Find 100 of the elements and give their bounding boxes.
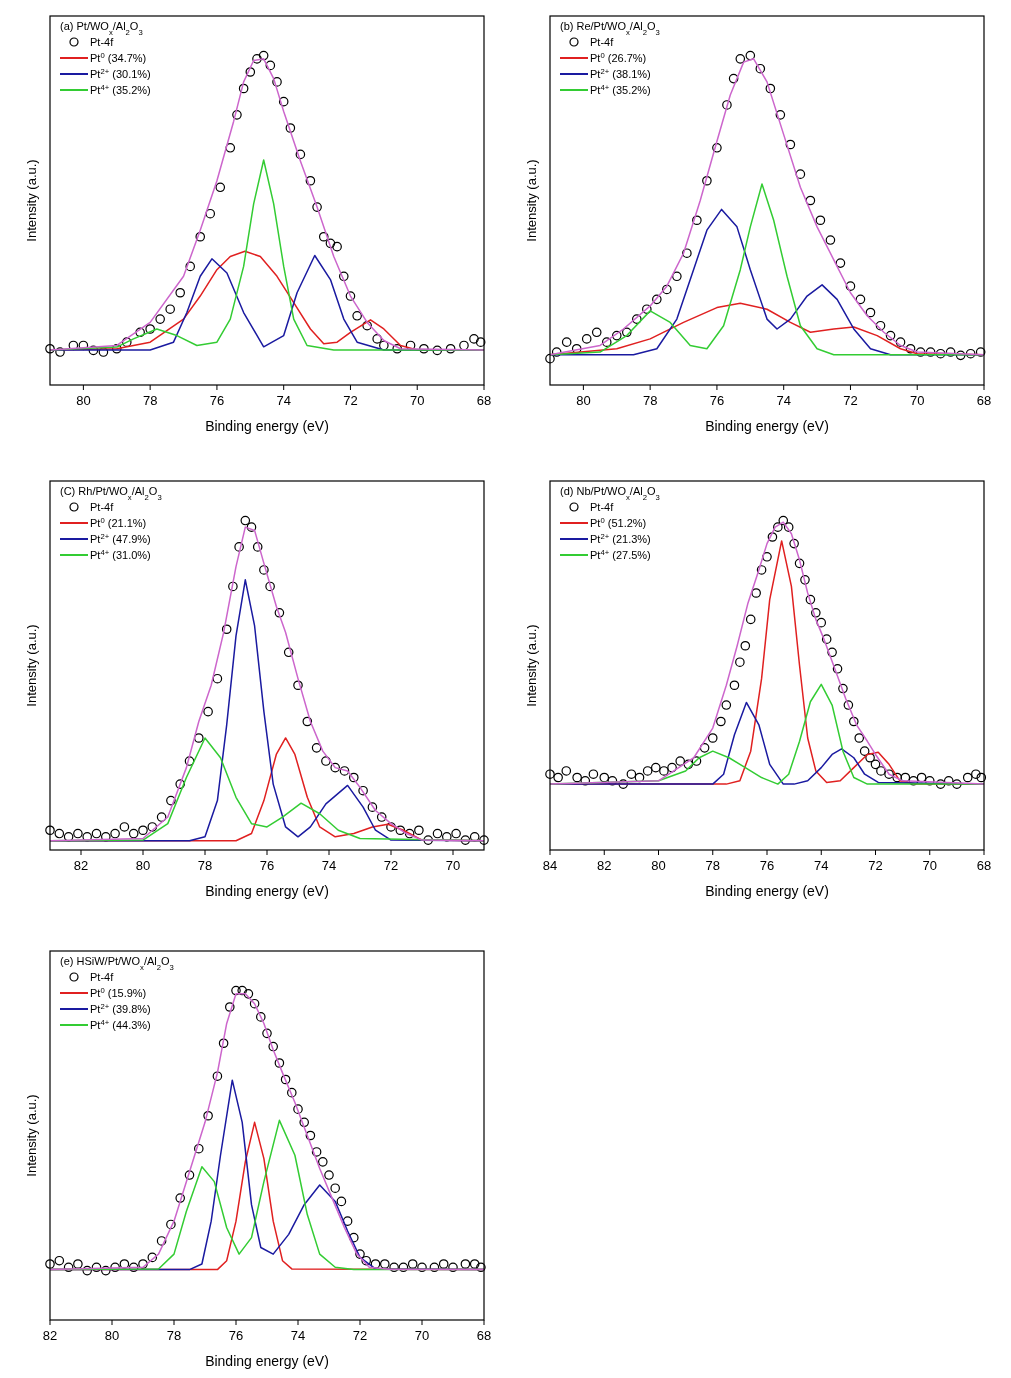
point xyxy=(82,1265,92,1276)
point xyxy=(423,835,433,845)
x-tick-label: 76 xyxy=(259,858,275,873)
point xyxy=(184,756,195,766)
point xyxy=(119,1259,130,1269)
point xyxy=(775,110,786,120)
chart-title: (C) Rh/Pt/WO$_{x}$/Al$_{2}$O$_{3}$ xyxy=(60,485,162,502)
x-tick-label: 78 xyxy=(166,1328,182,1343)
point xyxy=(825,235,836,245)
point xyxy=(155,314,165,324)
point xyxy=(475,337,486,347)
point xyxy=(278,96,289,107)
x-tick-label: 76 xyxy=(228,1328,244,1343)
point xyxy=(339,766,350,776)
point xyxy=(203,1110,213,1121)
point xyxy=(362,320,372,331)
point xyxy=(885,330,896,341)
point xyxy=(662,284,672,295)
point xyxy=(429,1262,440,1273)
point xyxy=(228,581,238,592)
point xyxy=(138,825,148,836)
point xyxy=(194,733,204,743)
point xyxy=(283,647,294,658)
point xyxy=(469,334,479,344)
point xyxy=(955,350,966,361)
point xyxy=(225,142,236,153)
point xyxy=(755,63,766,74)
chart-title: (a) Pt/WO$_{x}$/Al$_{2}$O$_{3}$ xyxy=(60,20,143,37)
point xyxy=(272,77,282,87)
y-axis-title: Intensity (a.u.) xyxy=(24,624,39,707)
point xyxy=(398,1262,409,1273)
point xyxy=(965,348,976,359)
point xyxy=(295,149,306,160)
point xyxy=(215,182,226,193)
point xyxy=(367,802,378,812)
y-axis-title: Intensity (a.u.) xyxy=(524,624,539,707)
point xyxy=(358,785,368,796)
point xyxy=(262,1028,272,1039)
point xyxy=(591,327,602,338)
point xyxy=(195,231,206,242)
point xyxy=(642,304,652,315)
point xyxy=(111,343,122,354)
x-tick-label: 72 xyxy=(383,858,399,873)
legend-label: Pt$^{0}$ (34.7%) xyxy=(90,50,147,64)
point xyxy=(184,1170,195,1180)
point xyxy=(460,835,471,845)
point xyxy=(702,175,712,186)
point xyxy=(895,337,906,347)
point xyxy=(432,828,443,839)
point xyxy=(835,258,846,268)
point xyxy=(240,515,251,526)
point xyxy=(318,1157,328,1167)
point xyxy=(249,998,260,1009)
point xyxy=(372,334,382,344)
point xyxy=(311,743,322,753)
x-tick-label: 74 xyxy=(290,1328,306,1343)
x-tick-label: 68 xyxy=(976,393,992,408)
y-axis-title: Intensity (a.u.) xyxy=(24,159,39,242)
point xyxy=(299,1117,309,1128)
point xyxy=(175,1193,185,1203)
legend-label: Pt$^{2+}$ (30.1%) xyxy=(90,66,151,80)
point xyxy=(147,1252,158,1263)
legend-label: Pt-4f xyxy=(590,501,615,513)
point xyxy=(245,67,256,77)
point xyxy=(225,1002,235,1012)
point xyxy=(234,542,244,552)
point xyxy=(905,343,916,354)
point xyxy=(581,334,592,344)
chart-title: (d) Nb/Pt/WO$_{x}$/Al$_{2}$O$_{3}$ xyxy=(560,485,660,502)
point xyxy=(243,989,254,999)
point xyxy=(652,294,662,305)
y-axis-title: Intensity (a.u.) xyxy=(524,159,539,242)
point xyxy=(218,1038,229,1049)
legend-label: Pt$^{4+}$ (31.0%) xyxy=(90,547,151,561)
point xyxy=(128,1262,139,1273)
x-tick-label: 82 xyxy=(597,858,612,873)
point xyxy=(735,54,746,64)
point xyxy=(311,1147,322,1157)
point xyxy=(265,581,275,592)
point xyxy=(601,337,612,347)
legend-label: Pt$^{0}$ (51.2%) xyxy=(590,515,647,529)
x-tick-label: 74 xyxy=(776,393,791,408)
x-axis-title: Binding energy (eV) xyxy=(705,418,829,434)
point xyxy=(128,828,139,839)
point xyxy=(238,83,249,94)
legend-label: Pt$^{0}$ (15.9%) xyxy=(90,985,147,999)
point xyxy=(865,307,876,318)
point xyxy=(54,1255,65,1266)
point xyxy=(175,779,185,789)
point xyxy=(445,343,456,354)
x-tick-label: 70 xyxy=(445,858,461,873)
point xyxy=(45,343,55,354)
point xyxy=(110,1262,120,1273)
point xyxy=(855,294,866,305)
point xyxy=(765,83,776,94)
point xyxy=(119,822,130,832)
point xyxy=(138,1259,148,1269)
point xyxy=(417,1262,427,1273)
point xyxy=(469,832,480,842)
point xyxy=(975,347,986,357)
